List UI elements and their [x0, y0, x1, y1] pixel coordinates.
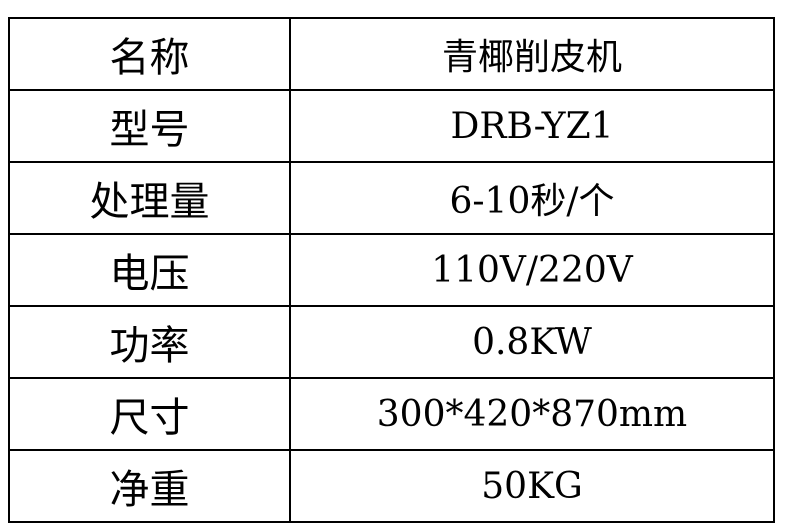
table-row: 功率 0.8KW	[8, 305, 775, 379]
row-value: 6-10秒/个	[289, 161, 775, 235]
row-value: 青椰削皮机	[289, 17, 775, 91]
table-row: 型号 DRB-YZ1	[8, 89, 775, 163]
table-row: 净重 50KG	[8, 449, 775, 523]
row-value: 50KG	[289, 449, 775, 523]
row-value: DRB-YZ1	[289, 89, 775, 163]
row-label: 名称	[8, 17, 291, 91]
table-row: 名称 青椰削皮机	[8, 17, 775, 91]
row-label: 功率	[8, 305, 291, 379]
row-label: 处理量	[8, 161, 291, 235]
row-label: 净重	[8, 449, 291, 523]
row-value: 110V/220V	[289, 233, 775, 307]
row-value: 300*420*870mm	[289, 377, 775, 451]
table-row: 电压 110V/220V	[8, 233, 775, 307]
row-label: 电压	[8, 233, 291, 307]
spec-table: 名称 青椰削皮机 型号 DRB-YZ1 处理量 6-10秒/个 电压 110V/220V…	[8, 17, 775, 523]
table-row: 尺寸 300*420*870mm	[8, 377, 775, 451]
row-label: 型号	[8, 89, 291, 163]
row-value: 0.8KW	[289, 305, 775, 379]
table-row: 处理量 6-10秒/个	[8, 161, 775, 235]
row-label: 尺寸	[8, 377, 291, 451]
